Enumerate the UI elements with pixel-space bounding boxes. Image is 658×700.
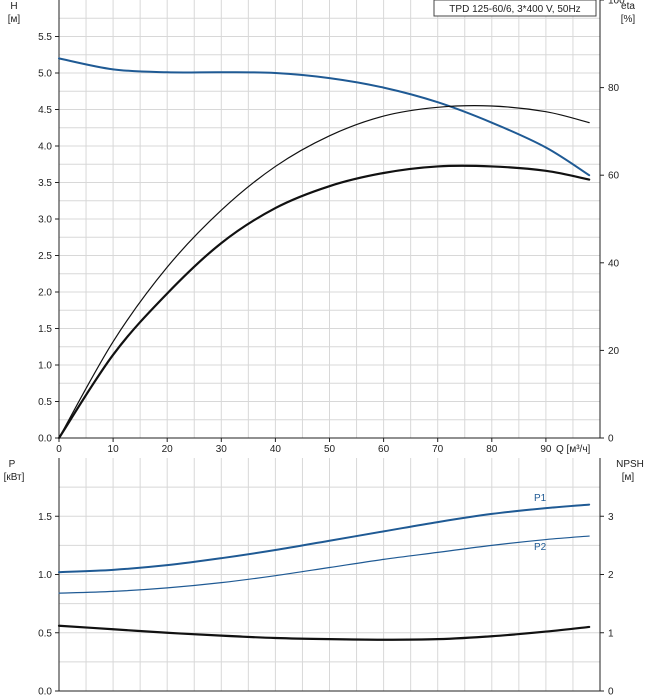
right-tick-label: 0 [608, 434, 614, 445]
p-axis-label: P [9, 459, 16, 470]
left-tick-label: 4.5 [38, 105, 52, 116]
right-tick-label: 1 [608, 628, 614, 639]
left-tick-label: 5.0 [38, 69, 52, 80]
series-line-curve-1 [58, 57, 591, 177]
left-tick-label: 5.5 [38, 32, 52, 43]
series-line-p1 [58, 503, 591, 574]
series-line-p2 [58, 535, 590, 594]
right-tick-label: 40 [608, 258, 620, 269]
left-tick-label: 1.5 [38, 512, 52, 523]
x-tick-label: 40 [270, 444, 282, 455]
x-axis-label: Q [м³/ч] [556, 444, 591, 455]
series-line-curve-2 [58, 105, 590, 439]
x-tick-label: 90 [540, 444, 552, 455]
npsh-axis-unit: [м] [622, 472, 635, 483]
x-tick-label: 50 [324, 444, 336, 455]
series-line-curve-3 [57, 164, 591, 440]
x-tick-label: 60 [378, 444, 390, 455]
x-tick-label: 30 [216, 444, 228, 455]
left-tick-label: 0.0 [38, 687, 52, 698]
bottom-grid [59, 458, 600, 691]
top-grid [59, 0, 600, 438]
right-tick-label: 20 [608, 346, 620, 357]
x-tick-label: 70 [432, 444, 444, 455]
x-tick-label: 10 [108, 444, 120, 455]
left-tick-label: 0.5 [38, 628, 52, 639]
npsh-axis-label: NPSH [616, 459, 644, 470]
left-tick-label: 0.5 [38, 397, 52, 408]
h-axis-label: H [10, 1, 17, 12]
eta-axis-label: eta [621, 1, 635, 12]
p-axis-unit: [кВт] [4, 472, 25, 483]
head-efficiency-panel: 0.0 0.5 1.0 1.5 2.0 2.5 3.0 3.5 4.0 4.5 5.0 5.5 0 20 4… [8, 0, 636, 455]
right-tick-label: 100 [608, 0, 625, 7]
h-axis-unit: [м] [8, 14, 21, 25]
left-tick-label: 0.0 [38, 434, 52, 445]
chart-title: TPD 125-60/6, 3*400 V, 50Hz [449, 4, 580, 15]
top-ticks: 0.0 0.5 1.0 1.5 2.0 2.5 3.0 3.5 4.0 4.5 5.0 5.5 0 20 4… [38, 0, 625, 455]
top-series [57, 57, 591, 440]
left-tick-label: 1.0 [38, 361, 52, 372]
x-tick-label: 0 [56, 444, 62, 455]
right-tick-label: 60 [608, 171, 620, 182]
right-tick-label: 0 [608, 687, 614, 698]
bottom-ticks: 0.0 0.5 1.0 1.5 0 1 2 3 [38, 512, 614, 698]
left-tick-label: 3.5 [38, 178, 52, 189]
x-tick-label: 20 [162, 444, 174, 455]
left-tick-label: 2.0 [38, 288, 52, 299]
left-tick-label: 4.0 [38, 142, 52, 153]
x-tick-label: 80 [486, 444, 498, 455]
eta-axis-unit: [%] [621, 14, 636, 25]
power-npsh-panel: 0.0 0.5 1.0 1.5 0 1 2 3 P [кВт] NPSH [м] P1 P2 [4, 458, 644, 698]
left-tick-label: 1.0 [38, 570, 52, 581]
p1-series-label: P1 [534, 493, 547, 504]
right-tick-label: 3 [608, 512, 614, 523]
p2-series-label: P2 [534, 542, 547, 553]
title-box: TPD 125-60/6, 3*400 V, 50Hz [433, 0, 597, 17]
left-tick-label: 1.5 [38, 324, 52, 335]
left-tick-label: 2.5 [38, 251, 52, 262]
right-tick-label: 2 [608, 570, 614, 581]
left-tick-label: 3.0 [38, 215, 52, 226]
right-tick-label: 80 [608, 83, 620, 94]
bottom-series [57, 503, 591, 641]
series-line-curve-3 [57, 624, 591, 641]
